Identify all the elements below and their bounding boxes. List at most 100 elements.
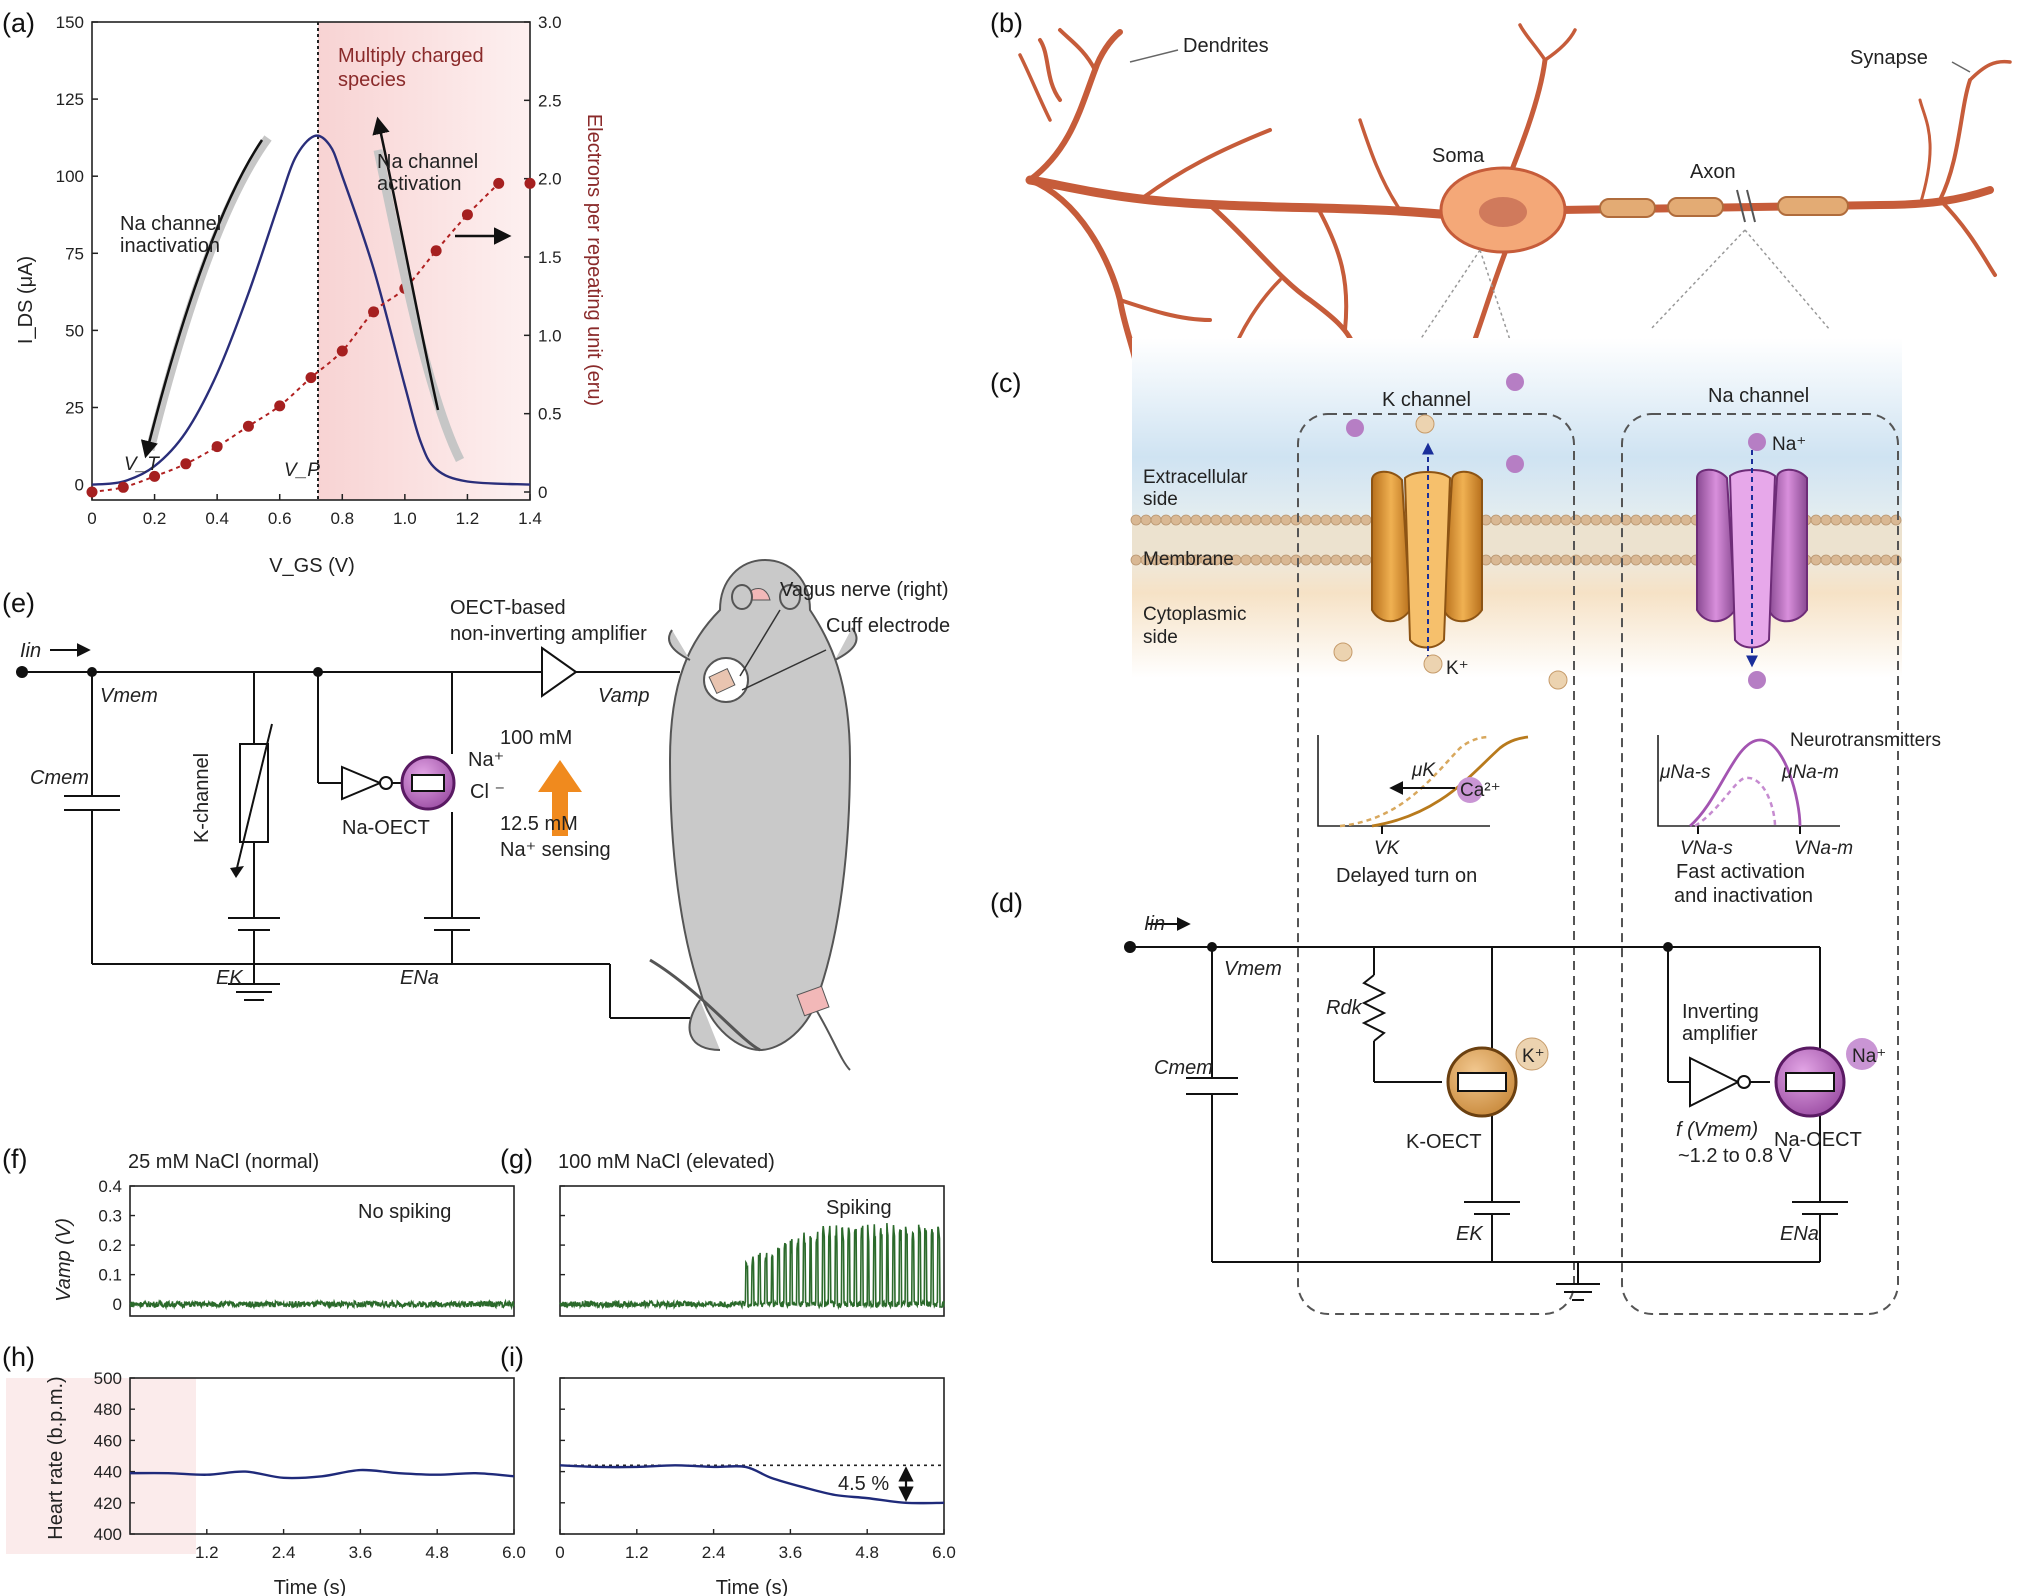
lipid-head [1650, 554, 1662, 566]
na-activation-label-2: activation [377, 173, 462, 195]
f-trace [129, 1298, 515, 1311]
delayed-label: Delayed turn on [1336, 865, 1477, 887]
a-y2-tick-label: 0 [538, 483, 547, 502]
d-ena-label: ENa [1780, 1223, 1819, 1245]
lipid-head [1230, 514, 1242, 526]
lipid-head [1200, 514, 1212, 526]
soma-label: Soma [1432, 145, 1485, 167]
mu-k-label: μK [1411, 760, 1436, 781]
lipid-head [1330, 554, 1342, 566]
h-x-label: Time (s) [274, 1577, 347, 1596]
h-shaded-area [6, 1378, 196, 1554]
hr-x-tick-label: 2.4 [272, 1543, 296, 1562]
eru-point [305, 372, 317, 384]
hr-x-tick-label: 1.2 [625, 1543, 649, 1562]
lipid-head [1880, 514, 1892, 526]
lipid-head [1130, 554, 1142, 566]
i-trace [559, 1464, 945, 1505]
lipid-head [1830, 514, 1842, 526]
lipid-head [1670, 514, 1682, 526]
panel-d-label: (d) [990, 888, 1023, 918]
panel-a-label: (a) [2, 8, 35, 38]
lipid-head [1660, 554, 1672, 566]
hr-x-tick-label: 1.2 [195, 1543, 219, 1562]
a-x-tick-label: 1.4 [518, 509, 542, 528]
vgs-axis-label: V_GS (V) [269, 555, 355, 577]
k-channel-protein [1371, 442, 1483, 660]
g-note: Spiking [826, 1197, 892, 1219]
f-title: 25 mM NaCl (normal) [128, 1151, 319, 1173]
lipid-head [1150, 514, 1162, 526]
hr-x-tick-label: 2.4 [702, 1543, 726, 1562]
panel-a: (a) 0 0.2 0.4 0.6 0.8 1.0 1.2 1.4 0 25 50 75 100 125 1… [2, 8, 605, 577]
lipid-head [1240, 514, 1252, 526]
panel-h-label: (h) [2, 1342, 35, 1372]
f-y-label: Vamp (V) [53, 1218, 75, 1302]
lipid-head [1540, 514, 1552, 526]
inverting-label-2: amplifier [1682, 1023, 1758, 1045]
e-buffer-symbol [341, 765, 383, 801]
hr-x-tick-label: 6.0 [502, 1543, 526, 1562]
v-y-tick-label: 0 [113, 1295, 122, 1314]
conc-low-label: 12.5 mM [500, 813, 578, 835]
concentration-arrow [538, 760, 582, 836]
eru-point [117, 481, 129, 493]
panel-h: (h) Heart rate (b.p.m.) Time (s) 400 420 4… [2, 1342, 526, 1596]
na-channel-enclosure [1621, 413, 1899, 1315]
a-y2-tick-label: 2.0 [538, 170, 562, 189]
lipid-head [1550, 514, 1562, 526]
lipid-head [1810, 514, 1822, 526]
eru-point [149, 470, 161, 482]
lipid-head [1270, 554, 1282, 566]
lipid-head [1290, 514, 1302, 526]
lipid-head [1670, 554, 1682, 566]
panel-i-label: (i) [500, 1342, 524, 1372]
e-na-oect-label: Na-OECT [342, 817, 430, 839]
a-x-tick-label: 0 [87, 509, 96, 528]
lipid-head [1240, 554, 1252, 566]
a-x-tick-label: 0.2 [143, 509, 167, 528]
lipid-head [1630, 554, 1642, 566]
lipid-head [1600, 554, 1612, 566]
a-y2-tick-label: 0.5 [538, 405, 562, 424]
eru-point [493, 177, 505, 189]
inverting-amplifier-symbol [1689, 1056, 1741, 1108]
e-vmem-label: Vmem [100, 685, 158, 707]
a-x-tick-label: 1.2 [456, 509, 480, 528]
v-y-tick-label: 0.1 [98, 1266, 122, 1285]
lipid-head [1290, 554, 1302, 566]
lipid-head [1250, 554, 1262, 566]
k-ion-label: K⁺ [1446, 658, 1469, 679]
lipid-head [1360, 554, 1372, 566]
range-label: ~1.2 to 0.8 V [1678, 1145, 1793, 1167]
ids-axis-label: I_DS (μA) [15, 256, 37, 344]
neurotransmitters-label: Neurotransmitters [1790, 730, 1941, 751]
lipid-head [1590, 554, 1602, 566]
i-drop-label: 4.5 % [838, 1473, 889, 1495]
a-y-tick-label: 150 [56, 13, 84, 32]
eru-point [242, 420, 254, 432]
ids-curve [91, 134, 531, 486]
vagus-label: Vagus nerve (right) [780, 579, 949, 601]
lipid-head [1570, 554, 1582, 566]
lipid-head [1650, 514, 1662, 526]
vamp-label: Vamp [598, 685, 650, 707]
fast-label-1: Fast activation [1676, 861, 1805, 883]
lipid-head [1810, 554, 1822, 566]
membrane-label: Membrane [1143, 549, 1234, 570]
lipid-head [1530, 554, 1542, 566]
k-ion-bubble [1515, 1037, 1549, 1071]
lipid-head [1560, 514, 1572, 526]
a-y-tick-label: 100 [56, 167, 84, 186]
lipid-head [1890, 554, 1902, 566]
panel-g: (g) 100 mM NaCl (elevated) Spiking [500, 1144, 945, 1317]
lipid-head [1130, 514, 1142, 526]
lipid-head [1510, 554, 1522, 566]
dendrites-pointer [1129, 49, 1179, 63]
panel-f-axes [129, 1185, 515, 1317]
eru-point [336, 345, 348, 357]
v-y-tick-label: 0.2 [98, 1236, 122, 1255]
inverting-label-1: Inverting [1682, 1001, 1759, 1023]
lipid-head [1140, 514, 1152, 526]
lipid-head [1570, 514, 1582, 526]
